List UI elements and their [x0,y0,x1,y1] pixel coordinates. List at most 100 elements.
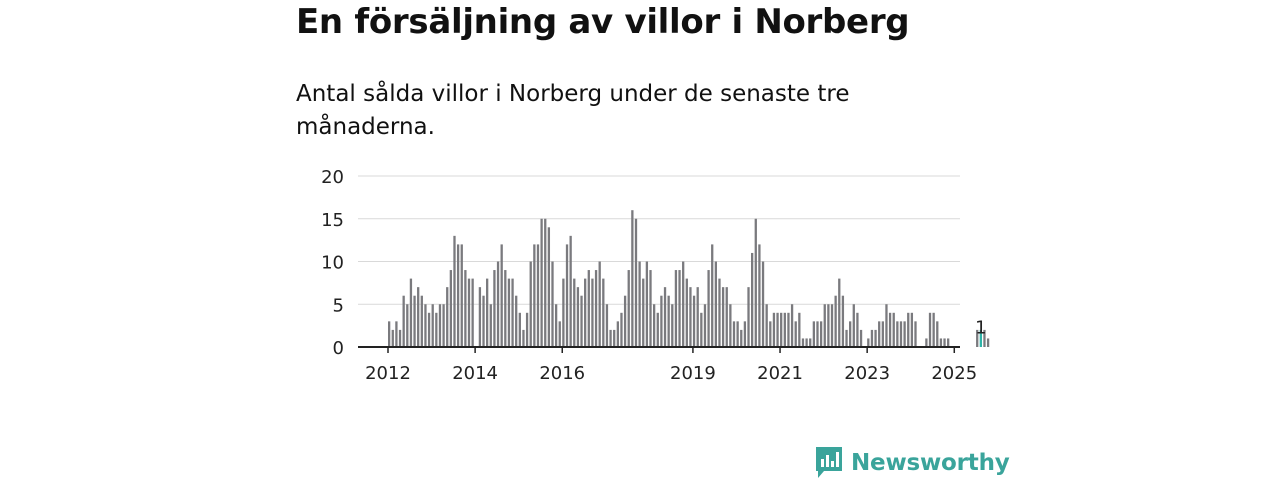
bar [587,270,590,347]
bar [573,278,576,347]
bar [740,329,743,347]
bar [976,329,979,347]
bar [925,338,928,347]
bar [631,210,634,347]
bar [761,261,765,347]
x-tick-label: 2019 [670,363,716,384]
bar [809,338,812,347]
bar [700,312,703,347]
bar [660,295,663,347]
bar [486,278,489,347]
bar [776,312,779,347]
bar [772,312,776,347]
bar [874,329,877,347]
newsworthy-logo-icon [816,447,842,478]
bar [438,304,442,347]
bar [692,295,696,347]
bar [504,270,507,347]
x-tick-label: 2021 [757,363,803,384]
bar [674,270,678,347]
bar [983,329,986,347]
bar [870,329,874,347]
bar [584,278,587,347]
bar [907,312,910,347]
bar [819,321,823,347]
bar [558,321,561,347]
bar [565,244,569,347]
bar [903,321,906,347]
bar [798,312,801,347]
x-tick-label: 2025 [931,363,977,384]
x-tick-label: 2023 [844,363,890,384]
bar [420,295,423,347]
bar [598,261,601,347]
bar [536,244,540,347]
bar [834,295,837,347]
bar [456,244,460,347]
bar [478,287,482,347]
bar [718,278,721,347]
bar [515,295,518,347]
bar [569,235,572,347]
y-tick-label: 0 [333,338,344,359]
bar [859,329,863,347]
bar [453,235,456,347]
bar [711,244,714,347]
bar [449,270,453,347]
bar [427,312,431,347]
bar [805,338,808,347]
bar [493,270,496,347]
brand-name: Newsworthy [851,450,1010,476]
bar [671,304,674,347]
bar [594,270,598,347]
bar [627,270,630,347]
bar [787,312,790,347]
bar [667,295,670,347]
bar [500,244,503,347]
bar [885,304,888,347]
bar [943,338,946,347]
bar [431,304,434,347]
chart-title: En försäljning av villor i Norberg [296,2,910,42]
bar [409,278,413,347]
bar [398,329,402,347]
bar [986,338,990,347]
bar [613,329,616,347]
bar [678,270,681,347]
bar [391,329,394,347]
bar [649,270,652,347]
bar [489,304,492,347]
bar [928,312,932,347]
bar [638,261,641,347]
bar [424,304,427,347]
bar [554,304,558,347]
bar [892,312,895,347]
bar [823,304,826,347]
bar [729,304,732,347]
bar [765,304,768,347]
bar [899,321,903,347]
bar [656,312,659,347]
bar [783,312,786,347]
bar [801,338,805,347]
bar [395,321,398,347]
newsworthy-logo: Newsworthy [815,446,1010,480]
bar [562,278,565,347]
highlight-bar [979,329,982,347]
bar [732,321,736,347]
bar [947,338,950,347]
x-tick-label: 2016 [539,363,585,384]
bar [838,278,841,347]
bar [511,278,514,347]
bar [845,329,848,347]
y-tick-label: 20 [321,167,344,188]
bar [758,244,761,347]
bar [914,321,917,347]
bar [780,312,783,347]
bar [932,312,935,347]
bar [518,312,521,347]
bar [529,261,532,347]
bar [816,321,819,347]
bar [576,287,580,347]
bar [402,295,405,347]
